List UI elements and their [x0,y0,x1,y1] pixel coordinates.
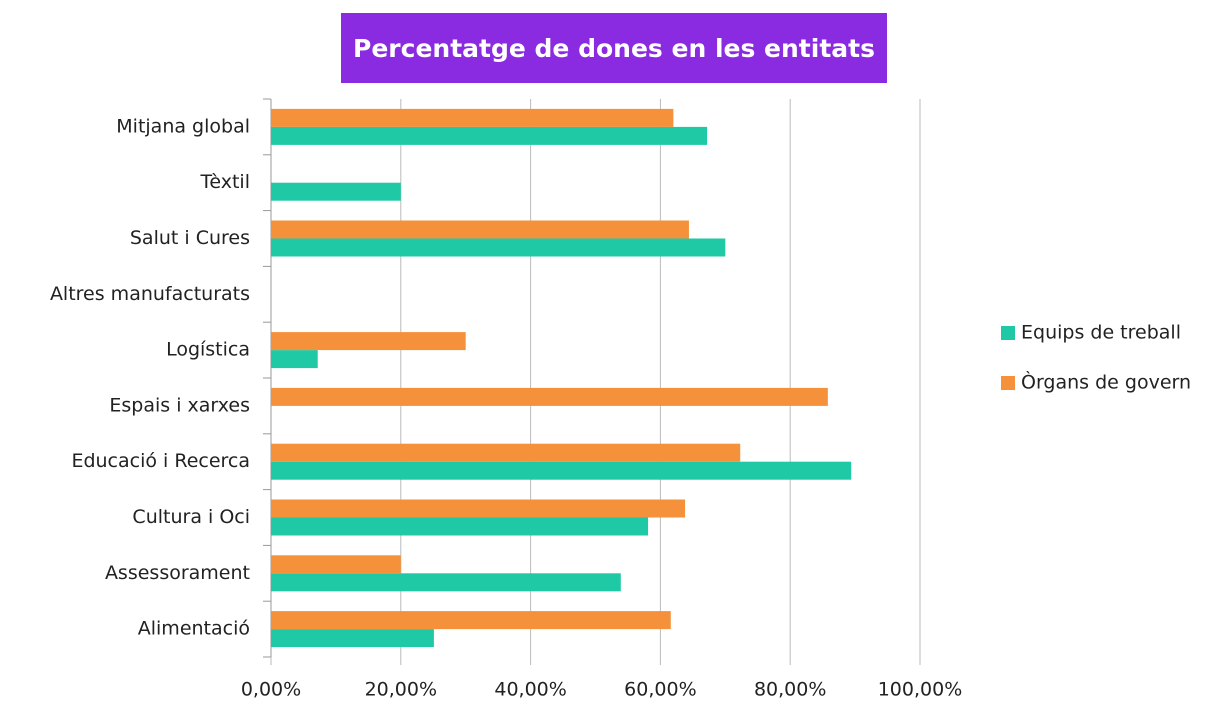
y-tick-label: Salut i Cures [130,227,250,249]
bar [271,238,726,257]
legend-label: Equips de treball [1021,322,1181,344]
bar [271,126,708,145]
x-tick-label: 60,00% [624,679,696,701]
bar [271,332,466,351]
y-tick-label: Logística [166,339,250,361]
y-tick-label: Altres manufacturats [50,283,250,305]
bar [271,443,741,462]
bar [271,220,689,239]
y-tick-label: Mitjana global [116,115,250,137]
bar [271,573,621,592]
y-tick-label: Espais i xarxes [109,394,250,416]
x-tick-label: 100,00% [878,679,963,701]
x-tick-label: 80,00% [754,679,826,701]
title-background [341,13,887,83]
x-tick-label: 20,00% [365,679,437,701]
legend-label: Òrgans de govern [1021,370,1191,394]
bar [271,517,649,536]
bar [271,387,828,406]
bar [271,629,434,648]
x-tick-label: 40,00% [494,679,566,701]
bar [271,350,318,369]
legend-swatch [1001,326,1015,340]
bar [271,182,401,201]
bar [271,108,674,127]
bar [271,611,671,630]
y-tick-label: Educació i Recerca [71,450,250,472]
bar [271,499,686,518]
bar [271,555,401,574]
y-tick-label: Assessorament [105,562,250,584]
chart-title: Percentatge de dones en les entitats [353,34,875,63]
legend-swatch [1001,376,1015,390]
y-tick-label: Cultura i Oci [132,506,250,528]
bar [271,461,852,480]
y-tick-label: Alimentació [138,618,250,640]
x-tick-label: 0,00% [241,679,301,701]
y-tick-label: Tèxtil [199,171,250,193]
